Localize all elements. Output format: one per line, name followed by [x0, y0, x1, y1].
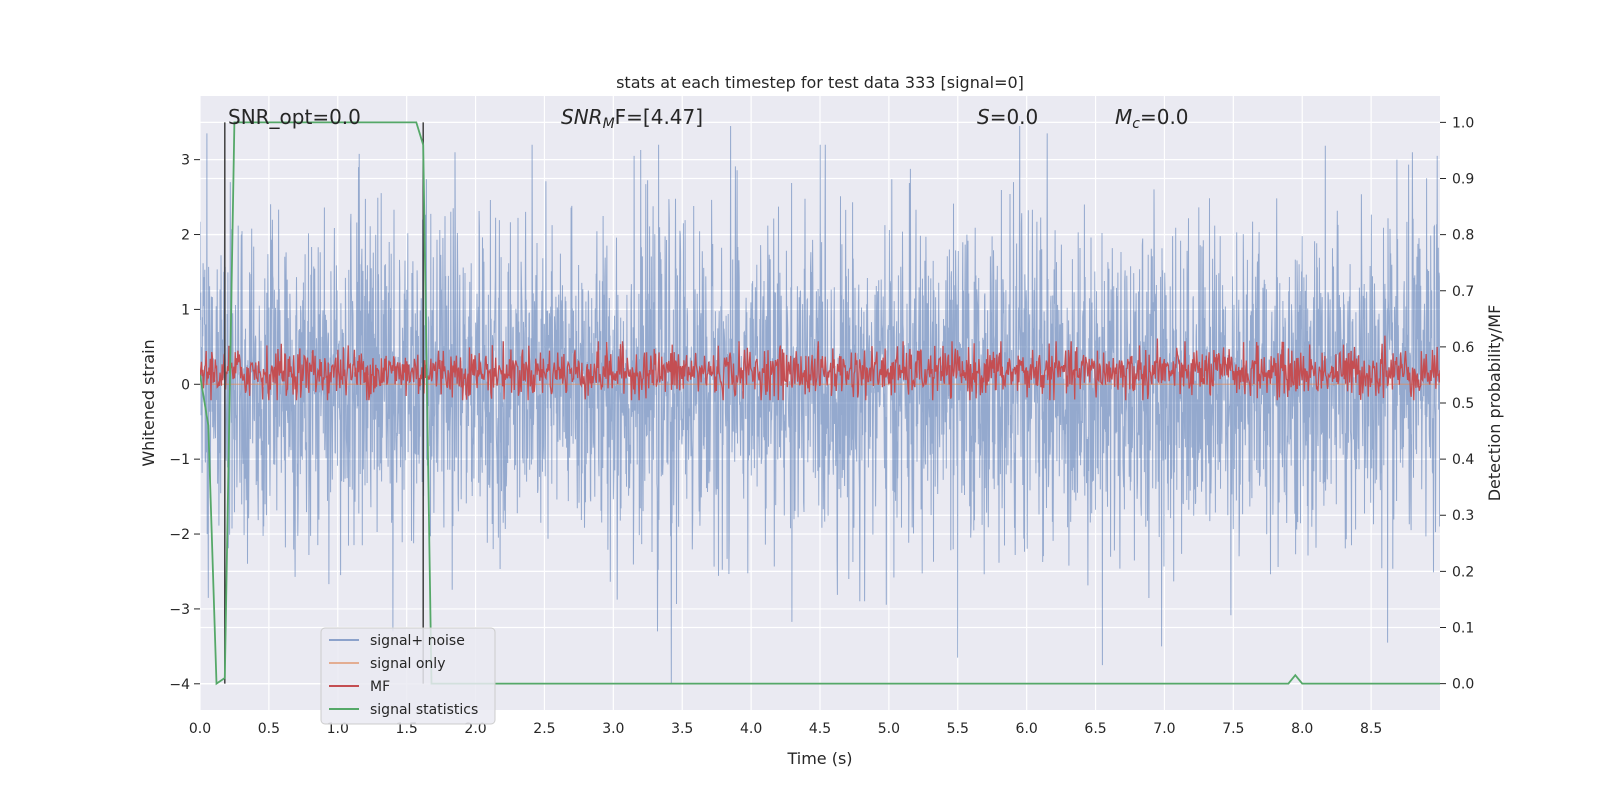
x-tick-label: 7.5 — [1222, 721, 1244, 737]
x-tick-label: 5.5 — [947, 721, 969, 737]
annotation-snr-mf-rest: F=[4.47] — [615, 105, 703, 129]
legend-label-signal-noise: signal+ noise — [370, 633, 465, 649]
y-tick-label-right: 0.3 — [1452, 508, 1474, 524]
annotation-snr-mf-sub: M — [603, 116, 615, 132]
annotation-mc-base: M — [1115, 105, 1132, 129]
annotation-mc-rest: =0.0 — [1140, 105, 1189, 129]
annotation-snr-mf-base: SNR — [561, 105, 603, 129]
y-axis-label-left: Whitened strain — [139, 339, 158, 466]
annotation-mc: Mc=0.0 — [1115, 105, 1189, 132]
y-tick-label-left: −4 — [169, 677, 190, 693]
y-tick-label-right: 0.9 — [1452, 172, 1474, 188]
y-tick-label-left: 2 — [181, 228, 190, 244]
x-tick-label: 3.5 — [671, 721, 693, 737]
plot-area — [200, 121, 1440, 686]
legend-label-signal-only: signal only — [370, 656, 445, 672]
x-tick-label: 8.0 — [1291, 721, 1313, 737]
series-mf-line — [200, 335, 1440, 401]
vertical-markers — [224, 122, 424, 684]
x-tick-label: 0.0 — [189, 721, 211, 737]
y-tick-label-right: 0.4 — [1452, 452, 1474, 468]
y-tick-label-left: 0 — [181, 377, 190, 393]
y-tick-label-right: 0.2 — [1452, 564, 1474, 580]
y-ticks-left: 3 2 1 0 −1 −2 −3 −4 — [169, 153, 200, 693]
x-axis-label: Time (s) — [786, 749, 852, 768]
y-tick-label-left: −1 — [169, 452, 190, 468]
x-tick-label: 2.0 — [464, 721, 486, 737]
legend-box — [320, 627, 496, 725]
x-tick-label: 1.5 — [396, 721, 418, 737]
annotation-s: S=0.0 — [977, 105, 1038, 129]
y-axis-label-right: Detection probability/MF — [1485, 305, 1504, 502]
x-ticks: 0.0 0.5 1.0 1.5 2.0 2.5 3.0 3.5 4.0 4.5 5.0 5.5 6.0 6… — [189, 721, 1382, 737]
legend-label-mf: MF — [370, 679, 390, 695]
x-tick-label: 7.0 — [1153, 721, 1175, 737]
x-tick-label: 5.0 — [878, 721, 900, 737]
y-tick-label-right: 0.1 — [1452, 620, 1474, 636]
x-tick-label: 1.0 — [327, 721, 349, 737]
y-tick-label-right: 0.8 — [1452, 228, 1474, 244]
x-tick-label: 0.5 — [258, 721, 280, 737]
y-tick-label-right: 1.0 — [1452, 115, 1474, 131]
annotation-s-rest: =0.0 — [990, 105, 1039, 129]
legend: signal+ noise signal only MF signal stat… — [320, 627, 496, 725]
annotation-s-italic: S — [977, 105, 990, 129]
y-tick-label-right: 0.7 — [1452, 284, 1474, 300]
y-tick-label-left: 1 — [181, 302, 190, 318]
y-tick-label-left: −3 — [169, 602, 190, 618]
x-tick-label: 4.5 — [809, 721, 831, 737]
legend-label-signal-statistics: signal statistics — [370, 702, 478, 718]
y-tick-label-right: 0.6 — [1452, 340, 1474, 356]
y-tick-label-right: 0.5 — [1452, 396, 1474, 412]
x-tick-label: 6.0 — [1016, 721, 1038, 737]
x-tick-label: 6.5 — [1084, 721, 1106, 737]
series-signal-noise-line — [200, 125, 1440, 684]
x-tick-label: 2.5 — [533, 721, 555, 737]
x-tick-label: 3.0 — [602, 721, 624, 737]
annotation-snr-mf: SNRMF=[4.47] — [561, 105, 703, 132]
y-tick-label-left: 3 — [181, 153, 190, 169]
x-tick-label: 4.0 — [740, 721, 762, 737]
annotation-mc-sub: c — [1132, 116, 1140, 132]
y-ticks-right: 1.0 0.9 0.8 0.7 0.6 0.5 0.4 0.3 0.2 0.1 0.0 — [1440, 115, 1474, 693]
chart-title: stats at each timestep for test data 333… — [616, 73, 1024, 92]
y-tick-label-left: −2 — [169, 527, 190, 543]
x-tick-label: 8.5 — [1360, 721, 1382, 737]
series-signal-statistics-line — [200, 121, 1440, 686]
annotation-snr-opt: SNR_opt=0.0 — [228, 105, 361, 129]
y-tick-label-right: 0.0 — [1452, 677, 1474, 693]
